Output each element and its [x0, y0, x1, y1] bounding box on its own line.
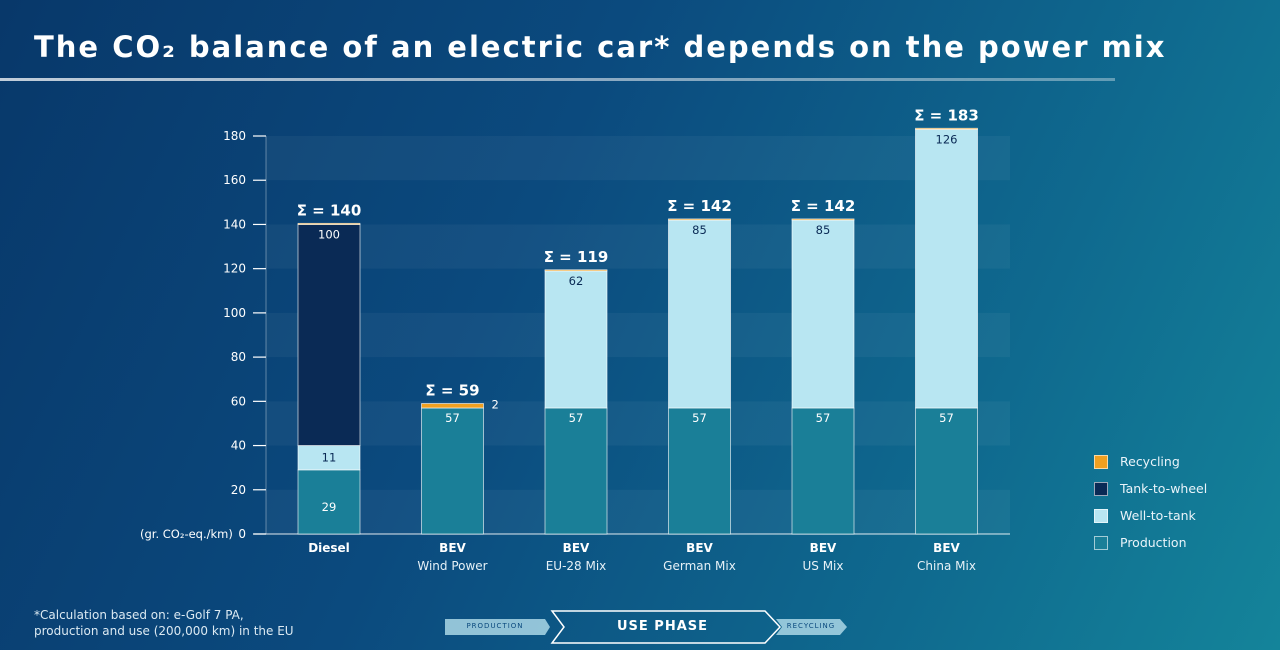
chart-legend: Recycling Tank-to-wheel Well-to-tank Pro… — [1094, 448, 1207, 556]
segment-value-label: 57 — [816, 411, 831, 425]
segment-value-label: 57 — [569, 411, 584, 425]
bar-total-label: Σ = 183 — [914, 106, 979, 124]
legend-swatch-tank-to-wheel — [1094, 481, 1108, 496]
bar-segment — [297, 224, 361, 446]
category-label: BEV — [439, 541, 466, 555]
y-tick-label: 0 — [238, 527, 246, 541]
bar-total-label: Σ = 119 — [544, 248, 609, 266]
grid-band — [266, 401, 1010, 446]
y-tick-label: 140 — [223, 217, 246, 231]
phase-arrows-graphic — [445, 610, 847, 644]
bar-segment — [421, 407, 484, 535]
bar-segment — [791, 219, 855, 409]
segment-value-label: 100 — [318, 227, 340, 241]
legend-swatch-production — [1094, 535, 1108, 550]
phase-production: PRODUCTION — [466, 622, 524, 630]
category-sublabel: EU-28 Mix — [546, 559, 607, 573]
bar-segment — [791, 407, 855, 535]
y-tick-label: 20 — [231, 483, 246, 497]
bar-segment — [544, 270, 608, 409]
bar-segment — [544, 269, 608, 272]
bar-total-label: Σ = 142 — [667, 197, 732, 215]
y-tick-label: 80 — [231, 350, 246, 364]
y-tick-label: 180 — [223, 129, 246, 143]
y-tick-label: 60 — [231, 394, 246, 408]
segment-value-label: 57 — [939, 411, 954, 425]
category-label: BEV — [686, 541, 713, 555]
phase-recycling: RECYCLING — [786, 622, 836, 630]
legend-item-recycling: Recycling — [1094, 448, 1207, 475]
bar-segment — [668, 219, 731, 409]
grid-band — [266, 489, 1010, 534]
segment-value-label: 85 — [692, 223, 707, 237]
footnote-line-1: *Calculation based on: e-Golf 7 PA, — [34, 608, 244, 622]
y-unit-label: (gr. CO₂-eq./km) — [140, 527, 233, 541]
bar-total-label: Σ = 140 — [297, 201, 362, 219]
category-sublabel: German Mix — [663, 559, 736, 573]
category-label: BEV — [563, 541, 590, 555]
legend-swatch-recycling — [1094, 454, 1108, 469]
grid-band — [266, 136, 1010, 181]
bar-segment — [915, 407, 978, 535]
footnote-line-2: production and use (200,000 km) in the E… — [34, 624, 294, 638]
legend-item-production: Production — [1094, 529, 1207, 556]
legend-label-recycling: Recycling — [1120, 454, 1180, 469]
segment-value-label: 62 — [569, 274, 584, 288]
category-sublabel: China Mix — [917, 559, 976, 573]
bar-total-label: Σ = 142 — [791, 197, 856, 215]
segment-value-label: 29 — [322, 500, 337, 514]
y-tick-label: 40 — [231, 439, 246, 453]
bar-segment — [421, 403, 484, 409]
grid-band — [266, 224, 1010, 269]
stacked-bar-chart: 0 20 40 60 80 100 120 140 160 180 (gr. CO₂-eq./km)… — [140, 106, 1010, 573]
y-tick-label: 100 — [223, 306, 246, 320]
segment-value-label: 126 — [936, 132, 958, 146]
bar-segment — [544, 407, 608, 535]
bar-segment — [668, 407, 731, 535]
category-label: Diesel — [308, 541, 350, 555]
category-label: BEV — [933, 541, 960, 555]
bar-segment — [297, 222, 361, 225]
phase-use: USE PHASE — [616, 618, 709, 634]
y-tick-label: 120 — [223, 262, 246, 276]
category-sublabel: Wind Power — [417, 559, 487, 573]
footnote: *Calculation based on: e-Golf 7 PA, prod… — [34, 607, 294, 639]
bar-segment — [791, 218, 855, 221]
legend-item-tank-to-wheel: Tank-to-wheel — [1094, 475, 1207, 502]
legend-label-tank-to-wheel: Tank-to-wheel — [1120, 481, 1208, 496]
segment-value-label: 85 — [816, 223, 831, 237]
segment-value-label: 57 — [692, 411, 707, 425]
bar-segment — [297, 445, 361, 471]
segment-value-label: 2 — [492, 398, 499, 412]
bar-segment — [915, 127, 978, 130]
category-label: BEV — [810, 541, 837, 555]
legend-swatch-well-to-tank — [1094, 508, 1108, 523]
legend-label-well-to-tank: Well-to-tank — [1120, 508, 1196, 523]
segment-value-label: 11 — [322, 451, 337, 465]
bar-segment — [297, 469, 361, 535]
legend-item-well-to-tank: Well-to-tank — [1094, 502, 1207, 529]
segment-value-label: 57 — [445, 411, 460, 425]
y-tick-label: 160 — [223, 173, 246, 187]
legend-label-production: Production — [1120, 535, 1187, 550]
category-sublabel: US Mix — [802, 559, 843, 573]
title-underline — [0, 78, 1115, 81]
chart-title: The CO₂ balance of an electric car* depe… — [34, 30, 1167, 64]
grid-band — [266, 312, 1010, 358]
bar-segment — [668, 218, 731, 221]
bar-segment — [915, 128, 978, 409]
bar-total-label: Σ = 59 — [425, 382, 479, 400]
